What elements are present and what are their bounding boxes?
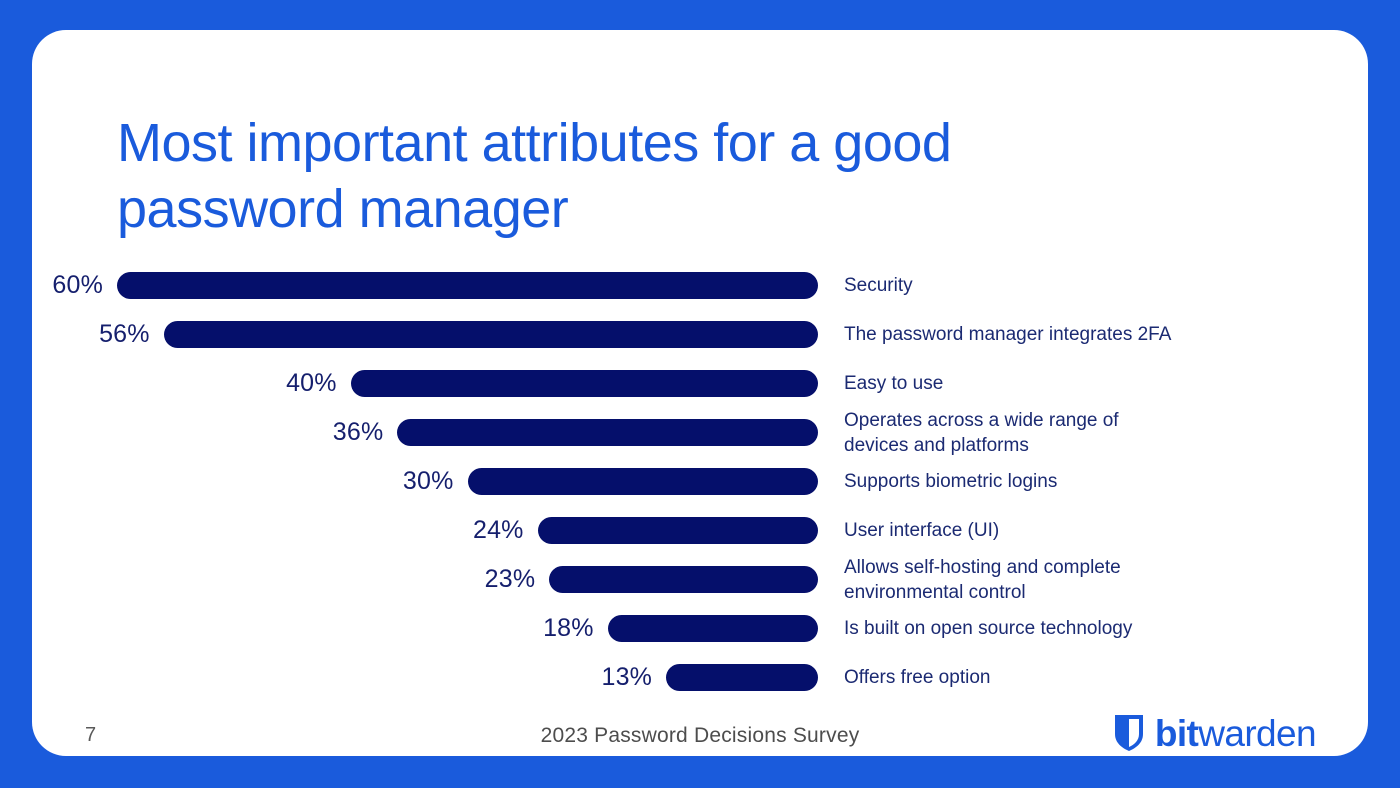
bar-category-label: Operates across a wide range of devices …: [844, 409, 1119, 456]
bar-category-label: Easy to use: [844, 373, 944, 394]
bar-value-label: 56%: [99, 320, 150, 348]
bar-value-label: 18%: [543, 614, 594, 642]
bar-category-label: Supports biometric logins: [844, 471, 1058, 492]
bar: [537, 517, 818, 544]
bar-category-label: User interface (UI): [844, 520, 1000, 541]
horizontal-bar-chart: 60% Security 56% The password manager integ…: [52, 266, 1317, 707]
chart-row: 36% Operates across a wide range of devic…: [117, 409, 1317, 462]
bar-value-label: 24%: [472, 516, 524, 544]
bar-category-label: Is built on open source technology: [844, 618, 1133, 639]
bar-value-label: 36%: [332, 418, 384, 446]
chart-row: 30% Supports biometric logins: [117, 462, 1317, 511]
chart-row: 13% Offers free option: [117, 658, 1317, 707]
shield-icon: [1114, 715, 1143, 751]
bar: [607, 615, 818, 642]
page-title: Most important attributes for a good pas…: [117, 113, 952, 239]
bar-category-label: Allows self-hosting and complete environ…: [844, 556, 1121, 603]
bar: [163, 321, 818, 348]
bar: [549, 566, 818, 593]
bar-track: 13%: [117, 658, 818, 697]
bar: [397, 419, 818, 446]
bar-track: 56%: [99, 315, 818, 354]
bar-track: 23%: [117, 560, 818, 599]
bar-value-label: 13%: [601, 663, 653, 691]
chart-row: 18% Is built on open source technology: [117, 609, 1317, 658]
bar-track: 18%: [117, 609, 818, 648]
chart-row: 40% Easy to use: [117, 364, 1317, 413]
bar: [350, 370, 818, 397]
bar-track: 40%: [117, 364, 818, 403]
bitwarden-logo: bitwarden: [1114, 712, 1317, 754]
bar-value-label: 30%: [402, 467, 454, 495]
bar-category-label: Offers free option: [844, 667, 991, 688]
bar: [666, 664, 818, 691]
wordmark-bit: bit: [1154, 712, 1199, 754]
bar-value-label: 23%: [484, 565, 536, 593]
footer-caption: 2023 Password Decisions Survey: [540, 724, 860, 747]
bar-track: 24%: [117, 511, 818, 550]
bar: [467, 468, 818, 495]
bar-track: 36%: [117, 413, 818, 452]
chart-row: 56% The password manager integrates 2FA: [99, 315, 1317, 364]
bitwarden-wordmark: bitwarden: [1154, 712, 1317, 754]
page-number: 7: [85, 724, 97, 746]
bar-value-label: 40%: [286, 369, 337, 397]
chart-row: 24% User interface (UI): [117, 511, 1317, 560]
chart-row: 60% Security: [52, 266, 1317, 315]
slide-card: Most important attributes for a good pas…: [32, 30, 1368, 756]
wordmark-warden: warden: [1198, 712, 1316, 754]
bar-category-label: Security: [844, 275, 913, 296]
bar: [117, 272, 818, 299]
bar-category-label: The password manager integrates 2FA: [844, 324, 1172, 345]
bar-track: 30%: [117, 462, 818, 501]
chart-row: 23% Allows self-hosting and complete envi…: [117, 556, 1317, 609]
bar-value-label: 60%: [52, 271, 103, 299]
bar-track: 60%: [52, 266, 818, 305]
